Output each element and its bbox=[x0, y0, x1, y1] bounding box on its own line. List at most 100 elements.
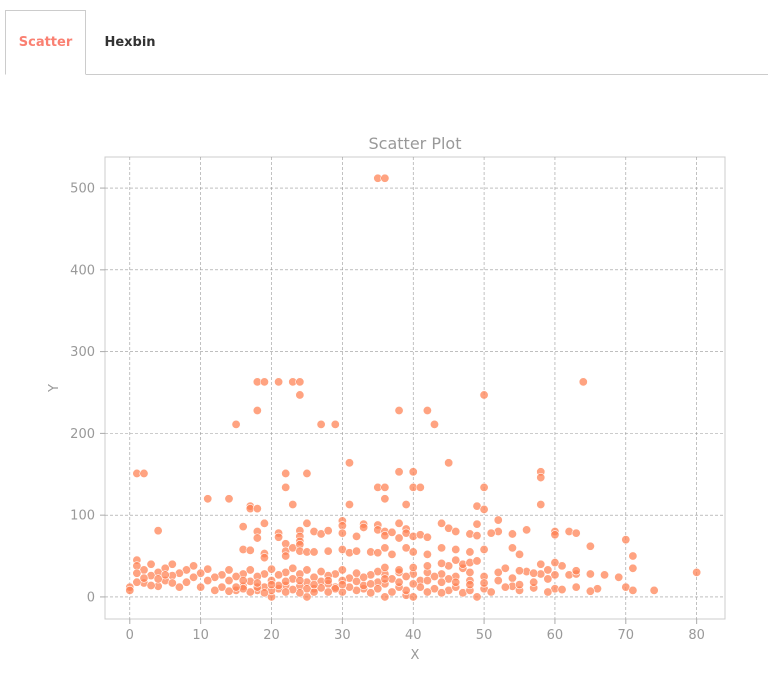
scatter-point bbox=[429, 571, 439, 581]
scatter-point bbox=[394, 565, 404, 575]
scatter-point bbox=[267, 580, 277, 590]
scatter-point bbox=[309, 580, 319, 590]
scatter-point bbox=[252, 504, 262, 514]
scatter-point bbox=[153, 526, 163, 536]
scatter-point bbox=[571, 528, 581, 538]
scatter-point bbox=[259, 553, 269, 563]
scatter-point bbox=[515, 549, 525, 559]
scatter-point bbox=[380, 543, 390, 553]
x-tick-label: 10 bbox=[192, 628, 209, 643]
scatter-point bbox=[146, 559, 156, 569]
scatter-point bbox=[139, 573, 149, 583]
scatter-point bbox=[387, 527, 397, 537]
scatter-point bbox=[479, 504, 489, 514]
scatter-point bbox=[472, 519, 482, 529]
scatter-point bbox=[231, 582, 241, 592]
scatter-point bbox=[132, 577, 142, 587]
scatter-point bbox=[465, 547, 475, 557]
scatter-point bbox=[281, 551, 291, 561]
scatter-point bbox=[536, 500, 546, 510]
scatter-point bbox=[429, 419, 439, 429]
scatter-point bbox=[224, 565, 234, 575]
scatter-point bbox=[401, 543, 411, 553]
plot-frame bbox=[104, 156, 726, 620]
scatter-point bbox=[295, 377, 305, 387]
tab-hexbin[interactable]: Hexbin bbox=[104, 34, 156, 50]
scatter-point bbox=[302, 565, 312, 575]
scatter-point bbox=[614, 572, 624, 582]
scatter-point bbox=[139, 468, 149, 478]
scatter-point bbox=[196, 582, 206, 592]
scatter-point bbox=[692, 567, 702, 577]
scatter-point bbox=[352, 546, 362, 556]
x-tick-label: 0 bbox=[126, 628, 134, 643]
x-tick-label: 60 bbox=[547, 628, 564, 643]
scatter-point bbox=[132, 568, 142, 578]
scatter-point bbox=[479, 482, 489, 492]
axis-ticks: 0 10 20 30 40 50 60 70 80 0 100 200 300 400 500 bbox=[70, 182, 705, 643]
scatter-point bbox=[231, 571, 241, 581]
scatter-point bbox=[316, 567, 326, 577]
scatter-point bbox=[281, 468, 291, 478]
scatter-point bbox=[288, 500, 298, 510]
scatter-point bbox=[323, 587, 333, 597]
scatter-point bbox=[628, 585, 638, 595]
scatter-point bbox=[536, 559, 546, 569]
scatter-point bbox=[274, 377, 284, 387]
scatter-point bbox=[380, 574, 390, 584]
scatter-point bbox=[394, 405, 404, 415]
scatter-point bbox=[621, 535, 631, 545]
scatter-point bbox=[295, 576, 305, 586]
scatter-point bbox=[210, 585, 220, 595]
data-points bbox=[125, 173, 702, 602]
scatter-point bbox=[437, 543, 447, 553]
scatter-point bbox=[259, 588, 269, 598]
scatter-point bbox=[380, 494, 390, 504]
scatter-point bbox=[153, 574, 163, 584]
scatter-point bbox=[281, 482, 291, 492]
scatter-point bbox=[529, 577, 539, 587]
scatter-point bbox=[224, 494, 234, 504]
scatter-point bbox=[252, 533, 262, 543]
scatter-point bbox=[394, 467, 404, 477]
scatter-point bbox=[281, 576, 291, 586]
scatter-point bbox=[408, 467, 418, 477]
scatter-point bbox=[415, 482, 425, 492]
scatter-point bbox=[422, 561, 432, 571]
scatter-point bbox=[557, 585, 567, 595]
scatter-point bbox=[245, 565, 255, 575]
scatter-point bbox=[479, 578, 489, 588]
scatter-point bbox=[408, 562, 418, 572]
scatter-point bbox=[337, 528, 347, 538]
scatter-point bbox=[380, 562, 390, 572]
x-tick-label: 80 bbox=[688, 628, 705, 643]
scatter-point bbox=[451, 555, 461, 565]
scatter-point bbox=[394, 518, 404, 528]
scatter-point bbox=[437, 588, 447, 598]
scatter-point bbox=[125, 585, 135, 595]
scatter-point bbox=[585, 586, 595, 596]
scatter-point bbox=[444, 458, 454, 468]
x-tick-label: 20 bbox=[263, 628, 280, 643]
scatter-point bbox=[380, 173, 390, 183]
scatter-point bbox=[422, 587, 432, 597]
scatter-point bbox=[373, 584, 383, 594]
x-tick-label: 70 bbox=[618, 628, 635, 643]
scatter-point bbox=[585, 541, 595, 551]
scatter-point bbox=[394, 533, 404, 543]
scatter-point bbox=[366, 588, 376, 598]
scatter-point bbox=[585, 569, 595, 579]
scatter-point bbox=[160, 570, 170, 580]
scatter-point bbox=[401, 500, 411, 510]
scatter-point bbox=[337, 565, 347, 575]
scatter-point bbox=[507, 543, 517, 553]
scatter-point bbox=[493, 576, 503, 586]
scatter-point bbox=[571, 582, 581, 592]
tab-scatter[interactable]: Scatter bbox=[5, 10, 86, 75]
scatter-point bbox=[380, 482, 390, 492]
scatter-point bbox=[203, 564, 213, 574]
scatter-point bbox=[493, 515, 503, 525]
scatter-point bbox=[479, 544, 489, 554]
scatter-point bbox=[245, 545, 255, 555]
scatter-point bbox=[337, 580, 347, 590]
